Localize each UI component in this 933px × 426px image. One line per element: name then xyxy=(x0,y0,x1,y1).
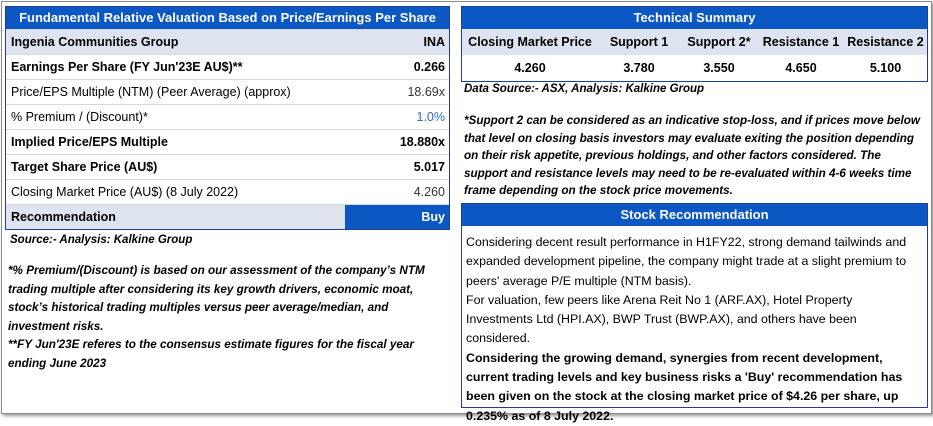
support-2-value: 3.550 xyxy=(703,61,735,75)
fy-note: **FY Jun'23E referes to the consensus es… xyxy=(8,338,414,370)
valuation-notes: *% Premium/(Discount) is based on our as… xyxy=(8,262,448,373)
target-price-label: Target Share Price (AU$) xyxy=(11,160,158,174)
recommendation-paragraph-1: Considering decent result performance in… xyxy=(466,235,907,288)
col-closing-market-price: Closing Market Price xyxy=(468,35,592,49)
recommendation-paragraph-3: Considering the growing demand, synergie… xyxy=(466,350,903,423)
stock-recommendation-body: Considering decent result performance in… xyxy=(462,226,927,426)
col-resistance-2: Resistance 2 xyxy=(847,35,924,49)
premium-note: *% Premium/(Discount) is based on our as… xyxy=(8,264,425,333)
stock-recommendation-box: Stock Recommendation Considering decent … xyxy=(461,203,928,423)
valuation-table: Fundamental Relative Valuation Based on … xyxy=(5,6,450,230)
support-1-value: 3.780 xyxy=(623,61,655,75)
recommendation-label: Recommendation xyxy=(11,210,116,224)
resistance-1-value: 4.650 xyxy=(785,61,817,75)
implied-multiple-value: 18.880x xyxy=(399,135,445,149)
eps-label: Earnings Per Share (FY Jun'23E AU$)** xyxy=(11,60,243,74)
resistance-2-value: 5.100 xyxy=(869,61,902,75)
table-row-eps: Earnings Per Share (FY Jun'23E AU$)** 0.… xyxy=(6,54,449,79)
technical-summary-title: Technical Summary xyxy=(462,7,927,29)
closing-price-value: 4.260 xyxy=(413,185,445,199)
premium-label: % Premium / (Discount)* xyxy=(11,110,148,124)
valuation-title: Fundamental Relative Valuation Based on … xyxy=(6,7,449,29)
recommendation-value: Buy xyxy=(345,205,449,229)
table-row-closing-price: Closing Market Price (AU$) (8 July 2022)… xyxy=(6,179,449,204)
technical-value-row: 4.260 3.780 3.550 4.650 5.100 xyxy=(462,55,927,81)
table-row-target-price: Target Share Price (AU$) 5.017 xyxy=(6,154,449,179)
implied-multiple-label: Implied Price/EPS Multiple xyxy=(11,135,168,149)
valuation-source: Source:- Analysis: Kalkine Group xyxy=(10,234,193,246)
col-support-1: Support 1 xyxy=(609,35,669,49)
closing-price-label: Closing Market Price (AU$) (8 July 2022) xyxy=(11,185,239,199)
premium-value: 1.0% xyxy=(416,110,446,124)
stock-recommendation-title: Stock Recommendation xyxy=(462,204,927,226)
company-name: Ingenia Communities Group xyxy=(11,35,179,49)
target-price-value: 5.017 xyxy=(413,160,445,174)
technical-source: Data Source:- ASX, Analysis: Kalkine Gro… xyxy=(464,83,705,95)
technical-header-row: Closing Market Price Support 1 Support 2… xyxy=(462,29,927,55)
table-row-implied-multiple: Implied Price/EPS Multiple 18.880x xyxy=(6,129,449,154)
technical-summary-table: Technical Summary Closing Market Price S… xyxy=(461,6,928,82)
table-row-peer-multiple: Price/EPS Multiple (NTM) (Peer Average) … xyxy=(6,79,449,104)
eps-value: 0.266 xyxy=(413,60,445,74)
support-disclaimer: *Support 2 can be considered as an indic… xyxy=(464,114,920,197)
closing-market-price-value: 4.260 xyxy=(514,61,546,75)
peer-multiple-label: Price/EPS Multiple (NTM) (Peer Average) … xyxy=(11,85,291,99)
ticker: INA xyxy=(423,35,445,49)
table-row-premium: % Premium / (Discount)* 1.0% xyxy=(6,104,449,129)
peer-multiple-value: 18.69x xyxy=(407,85,445,99)
table-row-recommendation: Recommendation Buy xyxy=(6,204,449,229)
col-support-2: Support 2* xyxy=(687,35,751,49)
recommendation-paragraph-2: For valuation, few peers like Arena Reit… xyxy=(466,292,857,346)
col-resistance-1: Resistance 1 xyxy=(762,35,840,49)
table-row-company: Ingenia Communities Group INA xyxy=(6,29,449,54)
